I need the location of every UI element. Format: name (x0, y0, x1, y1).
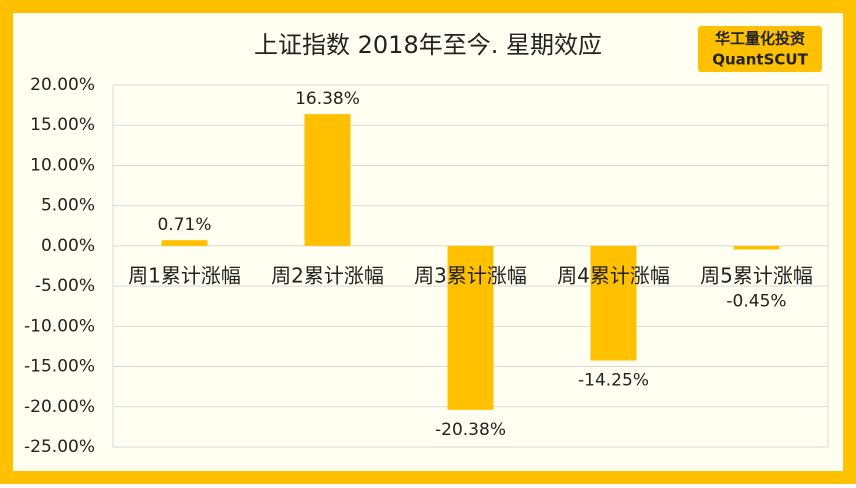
y-tick-label: -15.00% (24, 357, 95, 377)
y-tick-label: -10.00% (24, 316, 95, 336)
y-tick-label: -25.00% (24, 437, 95, 457)
bar (590, 245, 637, 361)
bar (304, 114, 351, 246)
x-tick-label: 周1累计涨幅 (128, 263, 241, 287)
logo-text: 华工量化投资 (715, 30, 805, 48)
value-label: -14.25% (578, 371, 649, 391)
chart-title: 上证指数 2018年至今. 星期效应 (254, 31, 602, 59)
chart-background (13, 13, 843, 471)
logo-box (698, 26, 822, 72)
x-tick-label: 周2累计涨幅 (271, 263, 384, 287)
logo-text: QuantSCUT (712, 51, 808, 69)
bar (733, 245, 780, 250)
y-tick-label: 0.00% (41, 236, 95, 256)
bar (447, 245, 494, 410)
x-tick-label: 周3累计涨幅 (414, 263, 527, 287)
value-label: 0.71% (157, 215, 211, 235)
x-tick-label: 周5累计涨幅 (700, 263, 813, 287)
y-tick-label: 5.00% (41, 196, 95, 216)
y-tick-label: 15.00% (30, 115, 95, 135)
y-tick-label: -5.00% (35, 276, 95, 296)
bar (161, 240, 208, 246)
y-tick-label: 10.00% (30, 155, 95, 175)
value-label: -0.45% (726, 292, 786, 312)
y-tick-label: 20.00% (30, 75, 95, 95)
value-label: 16.38% (295, 89, 360, 109)
value-label: -20.38% (435, 420, 506, 440)
x-tick-label: 周4累计涨幅 (557, 263, 670, 287)
y-tick-label: -20.00% (24, 397, 95, 417)
